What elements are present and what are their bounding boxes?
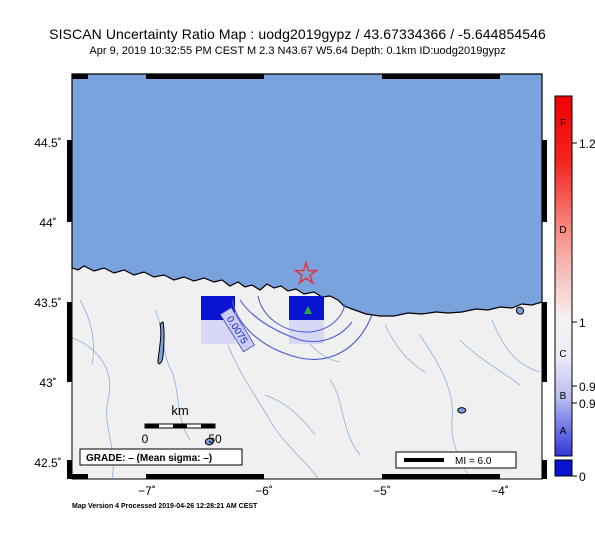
colorbar-letter: B: [560, 391, 567, 402]
colorbar-letter: D: [559, 225, 566, 236]
colorbar-value: 0.9: [579, 397, 595, 411]
contour-line: [231, 299, 373, 360]
colorbar-letter: F: [560, 118, 566, 129]
contour-line: [239, 299, 353, 343]
map-title: SISCAN Uncertainty Ratio Map : uodg2019g…: [49, 26, 546, 42]
lake: [516, 306, 524, 315]
colorbar-value: 1.2: [579, 137, 595, 151]
colorbar-value: 0: [579, 470, 586, 484]
lat-label: 42.5˚: [34, 456, 61, 470]
scale-end: 50: [208, 432, 222, 446]
lat-label: 44.5˚: [34, 136, 61, 150]
scale-unit: km: [171, 403, 188, 418]
contour-line: [257, 295, 346, 333]
sea-area: [71, 73, 543, 317]
frame-ticks: [67, 74, 547, 479]
uncertainty-cell: [289, 296, 324, 320]
grade-text: GRADE: – (Mean sigma: –): [86, 453, 212, 464]
lon-label: −4˚: [491, 484, 509, 498]
lake: [157, 321, 165, 365]
grade-box: [79, 448, 243, 466]
mi-text: MI = 6.0: [455, 456, 492, 467]
lon-label: −7˚: [138, 484, 156, 498]
lon-label: −6˚: [255, 484, 273, 498]
scale-bar: km 0 50: [142, 403, 222, 446]
processing-footer: Map Version 4 Processed 2019-04-26 12:28…: [72, 503, 258, 510]
colorbar: [554, 95, 577, 477]
mi-line: [404, 458, 444, 462]
lon-label: −5˚: [373, 484, 391, 498]
event-details: Apr 9, 2019 10:32:55 PM CEST M 2.3 N43.6…: [89, 45, 506, 57]
lat-label: 43˚: [39, 376, 56, 390]
lat-label: 44˚: [39, 216, 56, 230]
map-frame: [71, 73, 543, 480]
colorbar-letter: A: [560, 426, 567, 437]
colorbar-value: 0.9: [579, 380, 595, 394]
epicenter-star-icon: [293, 260, 319, 285]
colorbar-letter: C: [559, 349, 566, 360]
lat-label: 43.5˚: [34, 296, 61, 310]
scale-start: 0: [142, 432, 149, 446]
colorbar-value: 1: [579, 316, 586, 330]
lake: [205, 437, 214, 446]
station-triangle-icon: [304, 306, 312, 314]
lake: [457, 407, 467, 414]
mi-box: [395, 451, 517, 469]
